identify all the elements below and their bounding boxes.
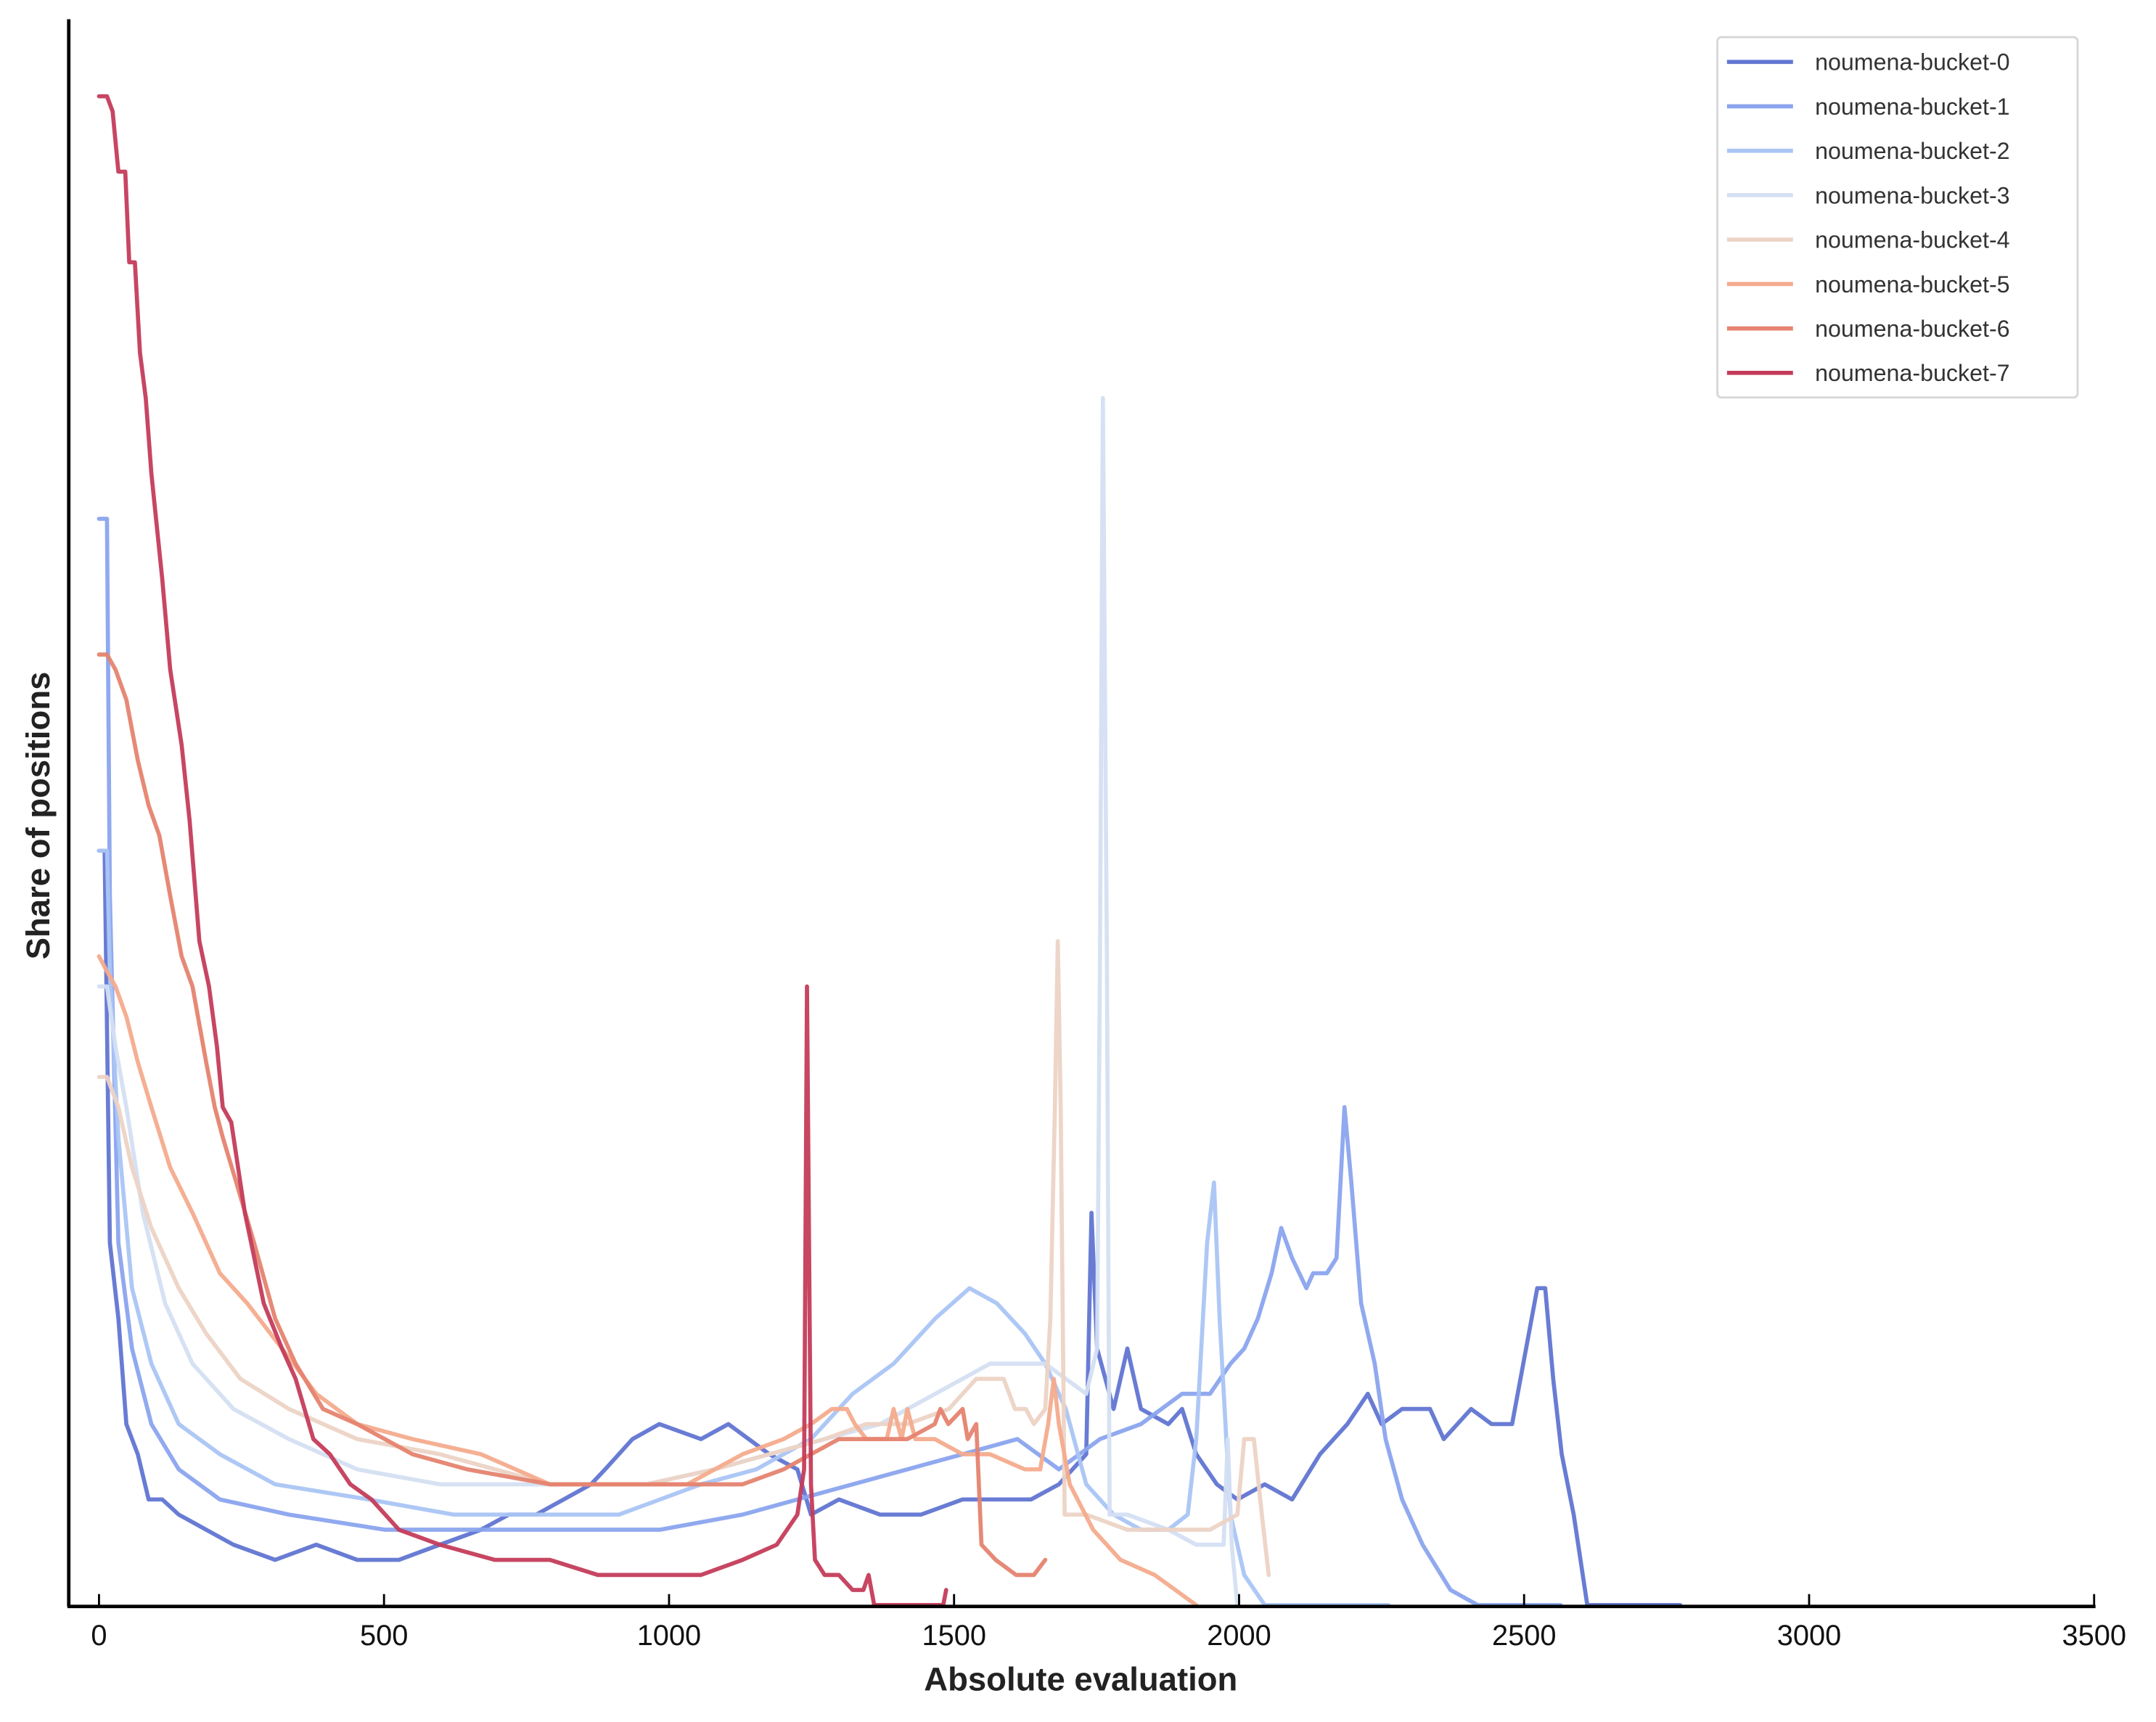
legend-item: noumena-bucket-3 (1726, 182, 2010, 208)
series-line-noumena-bucket-7 (97, 94, 948, 1607)
x-tick-label: 2500 (1492, 1620, 1556, 1652)
series-line-noumena-bucket-5 (97, 954, 1199, 1607)
legend-label: noumena-bucket-4 (1815, 227, 2009, 253)
legend: noumena-bucket-0 noumena-bucket-1 noumena-… (1716, 36, 2079, 399)
series-line-noumena-bucket-6 (97, 652, 1048, 1578)
legend-label: noumena-bucket-3 (1815, 182, 2009, 208)
plot-area (97, 94, 1683, 1607)
legend-item: noumena-bucket-0 (1726, 49, 2010, 75)
legend-label: noumena-bucket-7 (1815, 360, 2009, 386)
legend-label: noumena-bucket-5 (1815, 271, 2009, 298)
x-axis-ticks: 0 500 1000 1500 2000 2500 3000 3500 (91, 1594, 2126, 1652)
series-line-noumena-bucket-2 (97, 848, 1391, 1607)
x-tick-label: 500 (360, 1620, 408, 1652)
legend-label: noumena-bucket-1 (1815, 94, 2009, 120)
series-line-noumena-bucket-0 (97, 848, 1683, 1607)
x-tick-label: 3500 (2062, 1620, 2126, 1652)
x-tick-label: 3000 (1777, 1620, 1841, 1652)
legend-item: noumena-bucket-2 (1726, 138, 2010, 164)
legend-item: noumena-bucket-4 (1726, 227, 2010, 253)
x-axis-label: Absolute evaluation (924, 1660, 1237, 1697)
y-axis-label: Share of positions (20, 672, 57, 960)
legend-item: noumena-bucket-7 (1726, 360, 2010, 386)
legend-label: noumena-bucket-2 (1815, 138, 2009, 164)
x-tick-label: 1500 (922, 1620, 985, 1652)
legend-item: noumena-bucket-1 (1726, 94, 2010, 120)
legend-label: noumena-bucket-0 (1815, 49, 2009, 75)
legend-item: noumena-bucket-5 (1726, 271, 2010, 298)
x-tick-label: 0 (91, 1620, 107, 1652)
x-tick-label: 2000 (1207, 1620, 1271, 1652)
legend-box (1716, 36, 2079, 399)
series-line-noumena-bucket-1 (97, 517, 1563, 1607)
series-line-noumena-bucket-3 (97, 395, 1239, 1607)
legend-item: noumena-bucket-6 (1726, 316, 2010, 342)
legend-label: noumena-bucket-6 (1815, 316, 2009, 342)
x-tick-label: 1000 (637, 1620, 701, 1652)
series-line-noumena-bucket-4 (97, 939, 1271, 1578)
